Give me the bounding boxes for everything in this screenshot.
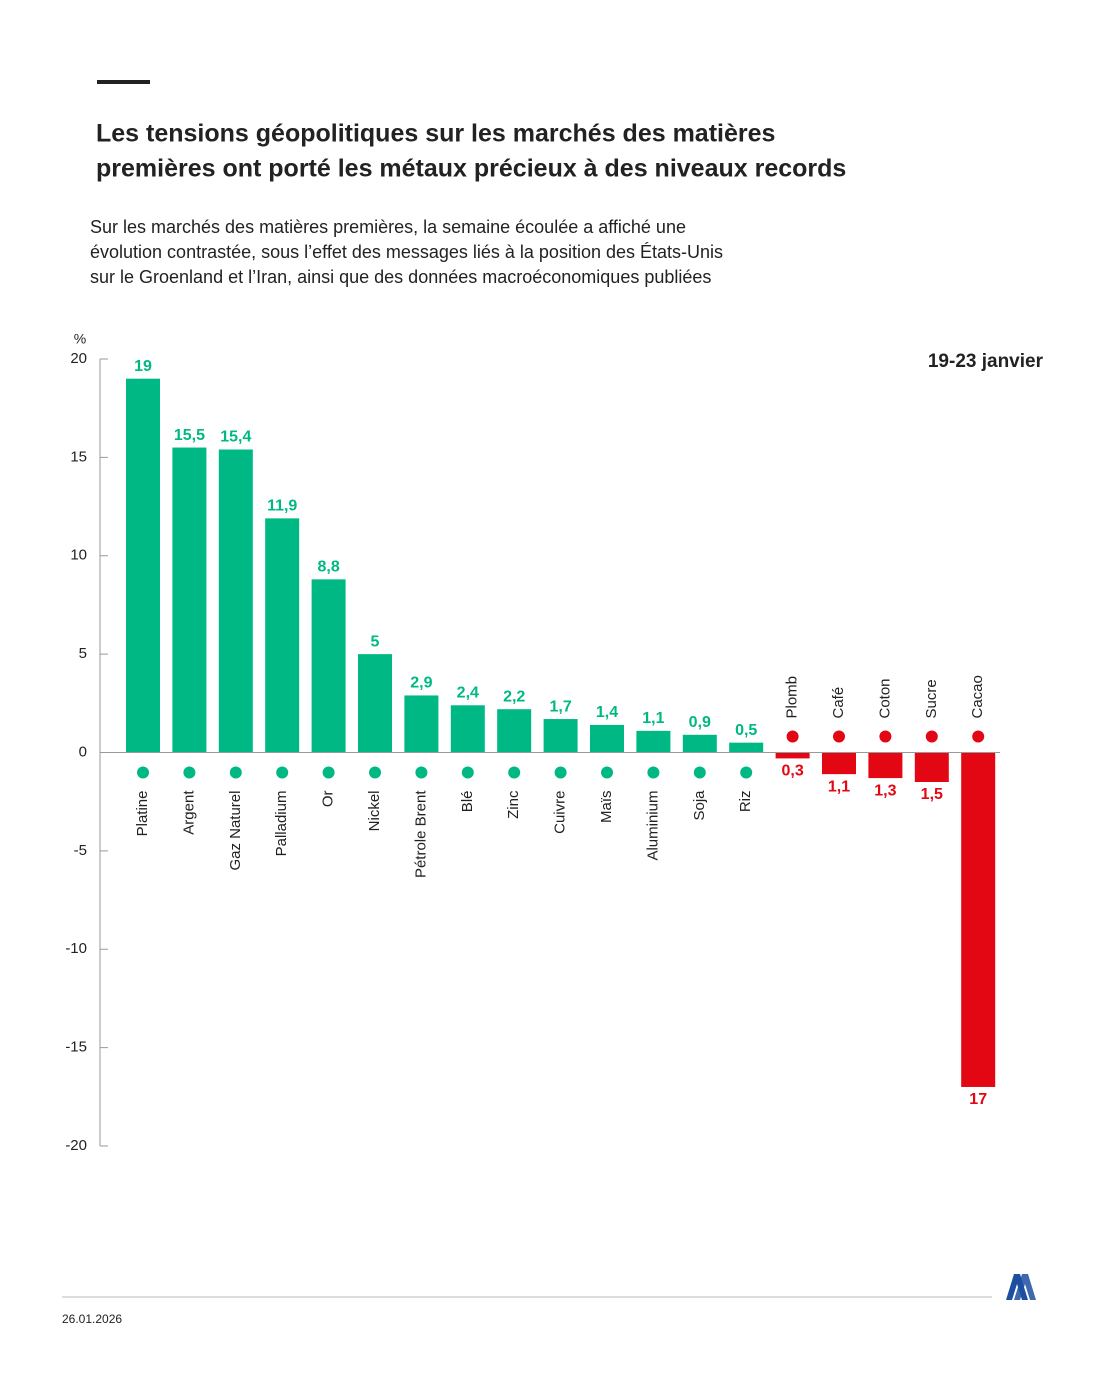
category-icon (183, 766, 196, 779)
footer-date: 26.01.2026 (62, 1312, 122, 1326)
category-icon (415, 766, 428, 779)
category-label: Riz (737, 791, 754, 813)
logo (1006, 1274, 1036, 1300)
y-tick-label: -15 (65, 1039, 87, 1056)
top-rule (97, 80, 150, 84)
value-label: 1,1 (642, 710, 664, 727)
y-tick-label: -10 (65, 940, 87, 957)
category-icon (369, 766, 381, 779)
category-label: Cacao (969, 675, 986, 718)
category-icon (786, 730, 799, 743)
category-label: Nickel (366, 791, 383, 832)
category-icon (972, 730, 985, 743)
bar (450, 705, 485, 753)
bar (822, 752, 856, 775)
category-label: Palladium (273, 791, 290, 857)
value-label: 2,2 (503, 688, 525, 705)
value-label: 1,5 (921, 786, 943, 803)
value-label: 0,3 (781, 763, 803, 780)
value-label: 0,9 (689, 714, 711, 731)
bar (961, 752, 996, 1087)
bar (497, 709, 532, 753)
bar (404, 695, 439, 753)
bar (636, 730, 671, 753)
y-tick-label: 20 (70, 350, 87, 367)
category-icon (554, 766, 567, 779)
category-label: Plomb (784, 676, 801, 719)
y-axis-unit: % (74, 331, 86, 347)
value-label: 2,9 (410, 675, 432, 692)
value-label: 17 (969, 1091, 987, 1108)
category-icon (601, 766, 613, 779)
value-label: 11,9 (267, 498, 297, 515)
category-label: Café (830, 687, 847, 719)
bar (358, 654, 392, 753)
bar (311, 579, 346, 753)
category-label: Or (320, 791, 337, 808)
y-tick-label: 0 (79, 743, 87, 760)
subtitle-line: évolution contrastée, sous l’effet des m… (90, 242, 723, 262)
bar (914, 752, 949, 783)
category-icon (137, 766, 149, 779)
category-label: Maïs (598, 791, 615, 824)
subtitle-line: sur le Groenland et l’Iran, ainsi que de… (90, 267, 711, 287)
value-label: 1,1 (828, 778, 850, 795)
category-label: Aluminium (644, 791, 661, 861)
category-icon (833, 730, 845, 743)
bar (590, 724, 624, 753)
bar (682, 734, 717, 753)
category-icon (276, 766, 289, 779)
value-label: 5 (371, 633, 380, 650)
y-tick-label: -5 (74, 842, 87, 859)
category-icon (322, 766, 335, 779)
category-icon (925, 730, 938, 743)
category-label: Zinc (505, 790, 522, 819)
bar (868, 752, 903, 779)
category-label: Platine (134, 791, 151, 837)
title-line: premières ont porté les métaux précieux … (96, 155, 846, 183)
category-label: Pétrole Brent (412, 790, 429, 878)
category-icon (740, 766, 753, 779)
bar (543, 719, 578, 753)
value-label: 19 (134, 358, 152, 375)
category-label: Soja (691, 790, 708, 821)
category-icon (879, 730, 892, 743)
category-label: Gaz Naturel (227, 791, 244, 871)
category-label: Sucre (923, 679, 940, 718)
y-tick-label: -20 (65, 1137, 87, 1154)
bar (172, 447, 207, 753)
category-icon (647, 766, 660, 779)
subtitle-line: Sur les marchés des matières premières, … (90, 217, 686, 237)
category-label: Coton (876, 678, 893, 718)
category-icon (461, 766, 474, 779)
value-label: 15,5 (174, 427, 205, 444)
category-icon (693, 766, 706, 779)
value-label: 0,5 (735, 722, 757, 739)
category-icon (508, 766, 521, 779)
value-label: 2,4 (457, 684, 479, 701)
bar (775, 752, 810, 759)
category-icon (229, 766, 242, 779)
value-label: 15,4 (220, 429, 251, 446)
period-label: 19-23 janvier (928, 351, 1044, 372)
value-label: 1,7 (549, 698, 571, 715)
y-tick-label: 15 (70, 448, 87, 465)
bar (126, 378, 160, 753)
category-label: Blé (459, 791, 476, 813)
value-label: 8,8 (317, 559, 339, 576)
bar (218, 449, 253, 753)
bar (729, 742, 764, 753)
bar (265, 518, 300, 753)
value-label: 1,3 (874, 782, 896, 799)
value-label: 1,4 (596, 704, 618, 721)
category-label: Cuivre (552, 791, 569, 834)
y-tick-label: 5 (79, 645, 87, 662)
title-line: Les tensions géopolitiques sur les march… (96, 120, 775, 148)
y-tick-label: 10 (70, 547, 87, 564)
category-label: Argent (180, 790, 197, 835)
